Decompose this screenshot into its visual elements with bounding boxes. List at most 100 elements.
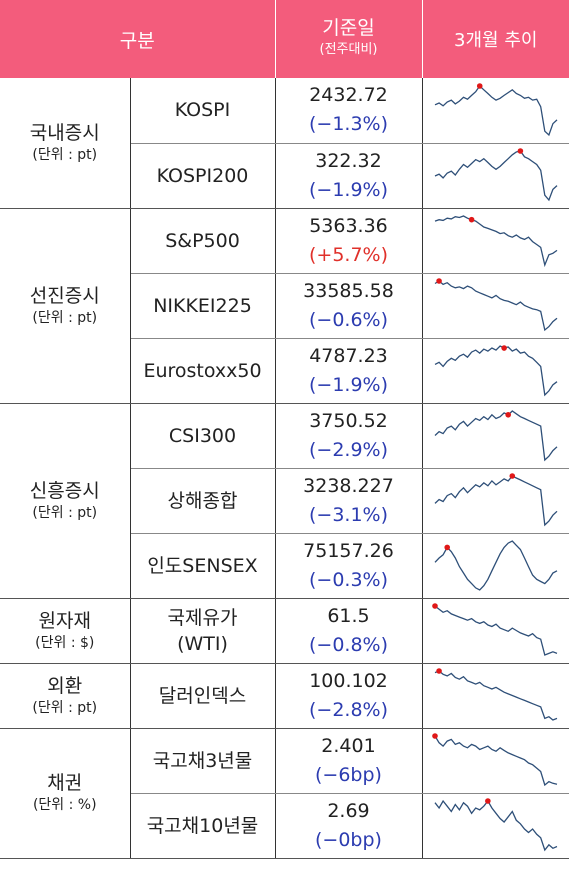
trend-cell	[422, 338, 569, 404]
index-value: 3750.52	[309, 409, 388, 432]
index-name: 인도SENSEX	[130, 533, 276, 599]
weekly-change: (−0bp)	[315, 828, 382, 851]
trend-high-marker	[444, 544, 450, 551]
table-row: Eurostoxx50 4787.23 (−1.9%)	[0, 338, 569, 404]
group-cell: 선진증시 (단위 : pt)	[0, 208, 131, 404]
index-value: 4787.23	[309, 344, 388, 367]
sparkline-chart	[434, 410, 558, 462]
index-value: 2432.72	[309, 84, 388, 107]
weekly-change: (−3.1%)	[308, 503, 388, 526]
value-cell: 5363.36 (+5.7%)	[275, 208, 423, 274]
sparkline-chart	[434, 473, 558, 527]
trend-high-marker	[501, 345, 507, 351]
value-cell: 3238.227 (−3.1%)	[275, 468, 423, 534]
group-unit: (단위 : $)	[35, 634, 95, 651]
trend-high-marker	[517, 148, 523, 154]
group-name: 채권	[47, 772, 83, 794]
index-value: 75157.26	[303, 539, 394, 562]
trend-high-marker	[436, 278, 442, 284]
index-value: 322.32	[315, 149, 382, 172]
trend-line	[434, 540, 558, 591]
sparkline-chart	[434, 540, 558, 591]
value-cell: 61.5 (−0.8%)	[275, 598, 423, 664]
index-name: 국제유가 (WTI)	[130, 598, 276, 664]
value-cell: 322.32 (−1.9%)	[275, 143, 423, 209]
trend-cell	[422, 468, 569, 534]
header-trend: 3개월 추이	[421, 0, 569, 78]
table-row: 원자재 (단위 : $) 국제유가 (WTI) 61.5 (−0.8%)	[0, 598, 569, 664]
header-date: 기준일 (전주대비)	[274, 0, 422, 78]
weekly-change: (−0.3%)	[308, 568, 388, 591]
trend-line	[434, 605, 557, 656]
table-row: 신흥증시 (단위 : pt) CSI300 3750.52 (−2.9%)	[0, 403, 569, 599]
trend-high-marker	[505, 411, 511, 418]
weekly-change: (−0.6%)	[308, 308, 388, 331]
group-name: 선진증시	[29, 284, 100, 307]
group-unit: (단위 : pt)	[32, 699, 98, 716]
table-row: 국내증시 (단위 : pt) KOSPI 2432.72 (−1.3%)	[0, 78, 569, 209]
table-row: KOSPI200 322.32 (−1.9%)	[0, 143, 569, 209]
trend-high-marker	[484, 798, 491, 804]
trend-cell	[422, 273, 569, 339]
table-row: NIKKEI225 33585.58 (−0.6%)	[0, 273, 569, 339]
index-value: 33585.58	[303, 279, 394, 302]
index-name: S&P500	[130, 208, 276, 274]
weekly-change: (−0.8%)	[308, 633, 388, 656]
group-name: 외환	[47, 674, 83, 697]
trend-cell	[422, 208, 569, 274]
index-value: 61.5	[327, 604, 370, 627]
weekly-change: (−1.3%)	[308, 113, 388, 136]
table-row: 상해종합 3238.227 (−3.1%)	[0, 468, 569, 534]
value-cell: 100.102 (−2.8%)	[275, 663, 423, 729]
index-value: 5363.36	[309, 214, 388, 237]
sparkline-chart	[434, 798, 558, 852]
weekly-change: (+5.7%)	[308, 243, 388, 266]
trend-cell	[422, 663, 569, 729]
trend-line	[434, 150, 558, 202]
group-name: 신흥증시	[29, 479, 100, 502]
weekly-change: (−1.9%)	[308, 373, 388, 396]
header-date-sub: (전주대비)	[319, 42, 378, 57]
header-date-label: 기준일	[322, 17, 375, 39]
trend-cell	[422, 598, 569, 664]
index-name: KOSPI	[130, 78, 276, 144]
weekly-change: (−2.8%)	[308, 698, 388, 721]
sparkline-chart	[434, 345, 558, 397]
value-cell: 2.401 (−6bp)	[275, 728, 423, 794]
trend-high-marker	[431, 733, 438, 739]
group-unit: (단위 : pt)	[32, 504, 98, 521]
index-name: Eurostoxx50	[130, 338, 276, 404]
trend-line	[434, 799, 558, 852]
value-cell: 33585.58 (−0.6%)	[275, 273, 423, 339]
trend-line	[434, 84, 558, 136]
index-name: 국고채10년물	[130, 793, 276, 859]
value-cell: 2.69 (−0bp)	[275, 793, 423, 859]
group-name: 원자재	[38, 609, 91, 632]
sparkline-chart	[434, 668, 557, 721]
index-value: 2.69	[327, 799, 370, 822]
trend-cell	[422, 728, 569, 794]
group-cell: 채권 (단위 : %)	[0, 728, 131, 859]
trend-high-marker	[431, 603, 438, 609]
trend-cell	[422, 403, 569, 469]
trend-line	[434, 735, 557, 787]
trend-line	[434, 345, 558, 397]
group-cell: 국내증시 (단위 : pt)	[0, 78, 131, 209]
group-cell: 신흥증시 (단위 : pt)	[0, 403, 131, 599]
table-row: 채권 (단위 : %) 국고채3년물 2.401 (−6bp)	[0, 728, 569, 859]
index-name: 달러인덱스	[130, 663, 276, 729]
table-row: 외환 (단위 : pt) 달러인덱스 100.102 (−2.8%)	[0, 663, 569, 729]
trend-cell	[422, 793, 569, 859]
value-cell: 4787.23 (−1.9%)	[275, 338, 423, 404]
trend-line	[434, 280, 558, 332]
group-unit: (단위 : pt)	[32, 146, 98, 163]
trend-high-marker	[436, 668, 442, 674]
trend-cell	[422, 78, 569, 144]
sparkline-chart	[431, 603, 557, 656]
sparkline-chart	[431, 733, 557, 787]
trend-high-marker	[509, 473, 515, 479]
index-name: 국고채3년물	[130, 728, 276, 794]
group-unit: (단위 : %)	[32, 797, 97, 813]
index-name: 상해종합	[130, 468, 276, 534]
index-value: 100.102	[309, 669, 388, 692]
